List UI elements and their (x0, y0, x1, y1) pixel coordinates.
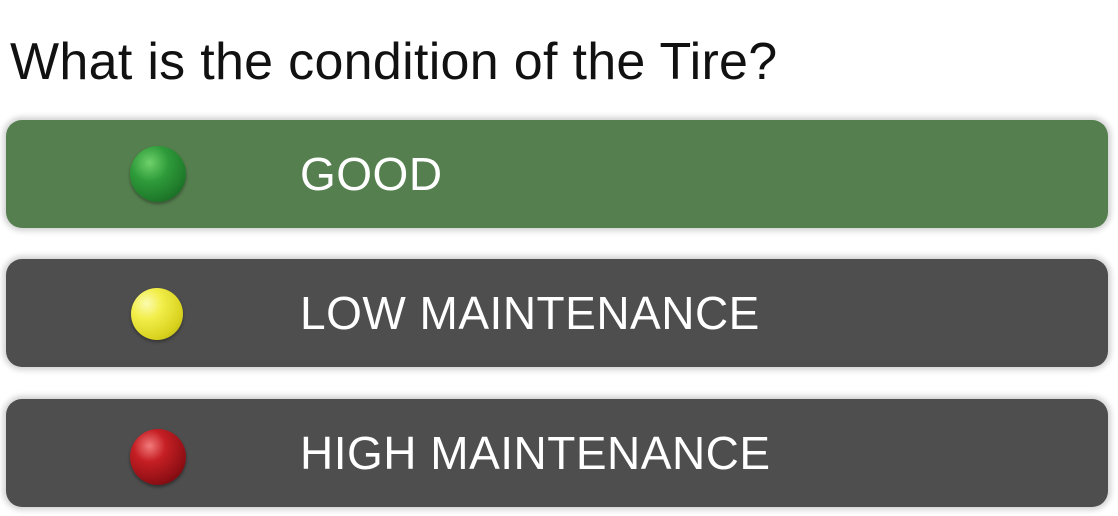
option-low-maintenance-label: LOW MAINTENANCE (300, 287, 760, 339)
option-good-label: GOOD (300, 148, 443, 200)
green-ball-icon (130, 146, 186, 202)
option-good-button[interactable]: GOOD (6, 120, 1108, 228)
red-ball-icon (130, 429, 186, 485)
yellow-ball-icon (131, 288, 183, 340)
question-title: What is the condition of the Tire? (10, 33, 778, 91)
option-high-maintenance-label: HIGH MAINTENANCE (300, 427, 771, 479)
option-low-maintenance-button[interactable]: LOW MAINTENANCE (6, 259, 1108, 367)
option-high-maintenance-button[interactable]: HIGH MAINTENANCE (6, 399, 1108, 507)
